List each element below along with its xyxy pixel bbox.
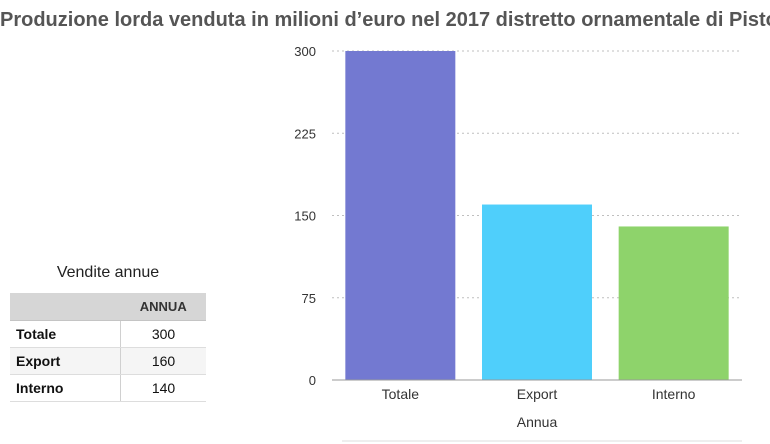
table-row-label: Interno: [10, 374, 121, 402]
chart-title: Produzione lorda venduta in milioni d’eu…: [0, 9, 770, 31]
table-row: Export 160: [10, 347, 206, 375]
y-tick-label: 75: [302, 291, 316, 306]
bar-export: [482, 204, 592, 380]
bars: [345, 51, 729, 380]
axes: 0 75 150 225 300 Totale Export Interno: [294, 44, 742, 442]
x-axis-title: Annua: [517, 414, 558, 430]
table-header-row: ANNUA: [10, 293, 206, 321]
table-caption: Vendite annue: [56, 264, 160, 281]
y-tick-label: 0: [309, 373, 316, 388]
table-row-value: 140: [120, 374, 206, 402]
x-tick-label: Interno: [652, 386, 696, 402]
bar-interno: [618, 226, 729, 380]
bar-totale: [345, 51, 456, 380]
y-tick-label: 300: [294, 44, 316, 59]
table-row-value: 160: [120, 347, 206, 375]
x-tick-label: Totale: [382, 386, 420, 402]
table-row-value: 300: [120, 320, 206, 348]
y-tick-label: 150: [294, 209, 316, 224]
x-tick-label: Export: [517, 386, 558, 402]
table-row: Totale 300: [10, 320, 206, 348]
sales-table: ANNUA Totale 300 Export 160 Interno 140: [10, 293, 206, 402]
y-tick-label: 225: [294, 126, 316, 141]
table-header-empty: [10, 293, 121, 321]
table-row-label: Totale: [10, 320, 121, 348]
table-row: Interno 140: [10, 374, 206, 402]
table-row-label: Export: [10, 347, 121, 375]
table-header-annua: ANNUA: [120, 293, 206, 321]
